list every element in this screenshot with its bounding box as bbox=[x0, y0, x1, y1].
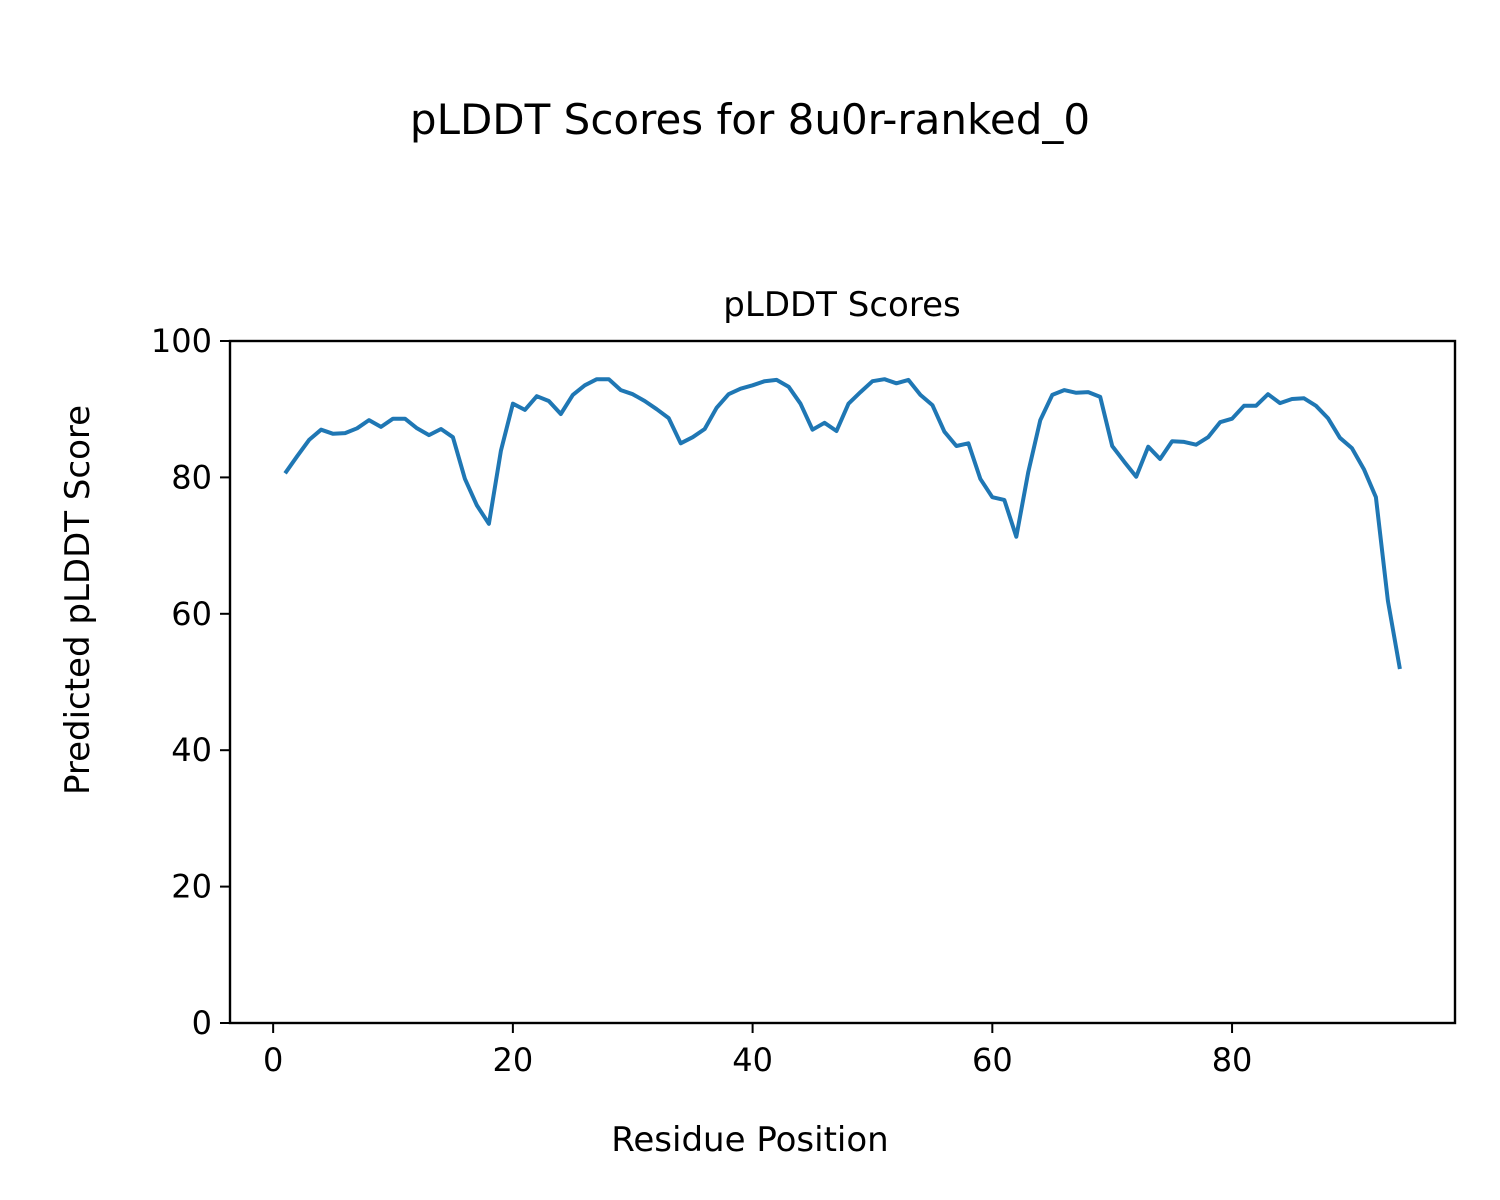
axes-frame bbox=[228, 339, 1457, 1025]
y-tick-label: 40 bbox=[171, 731, 212, 769]
y-axis-label: Predicted pLDDT Score bbox=[58, 405, 98, 795]
figure-title: pLDDT Scores for 8u0r-ranked_0 bbox=[410, 95, 1090, 144]
plddt-series-line bbox=[283, 377, 1402, 670]
axes-title: pLDDT Scores bbox=[723, 285, 960, 325]
y-tick-label: 20 bbox=[171, 868, 212, 906]
x-tick-label: 20 bbox=[493, 1041, 534, 1079]
x-tick-label: 60 bbox=[972, 1041, 1013, 1079]
x-axis-label: Residue Position bbox=[611, 1120, 888, 1160]
y-axis-ticks: 0 20 40 60 80 100 bbox=[151, 322, 230, 1042]
x-tick-label: 40 bbox=[732, 1041, 773, 1079]
y-tick-label: 0 bbox=[192, 1004, 212, 1042]
y-tick-label: 80 bbox=[171, 458, 212, 496]
x-tick-label: 80 bbox=[1212, 1041, 1253, 1079]
y-tick-label: 60 bbox=[171, 595, 212, 633]
x-tick-label: 0 bbox=[263, 1041, 283, 1079]
x-axis-ticks: 0 20 40 60 80 bbox=[263, 1023, 1252, 1079]
y-tick-label: 100 bbox=[151, 322, 212, 360]
